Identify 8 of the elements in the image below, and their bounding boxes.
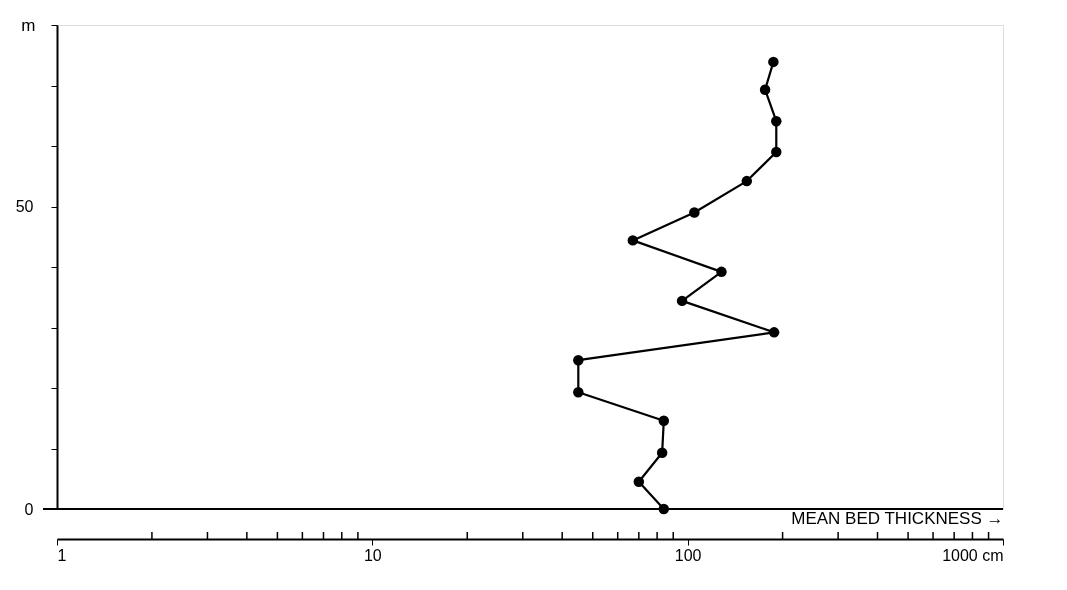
x-tick-label: 1000 cm	[942, 546, 1004, 564]
x-tick-label: 10	[363, 546, 382, 564]
x-tick-label: 1	[57, 546, 67, 564]
y-axis-title: m	[21, 15, 36, 35]
y-tick-label: 0	[24, 500, 34, 518]
x-tick-label: 100	[674, 546, 702, 564]
y-tick-label: 50	[15, 198, 34, 215]
x-axis-title: MEAN BED THICKNESS →	[791, 508, 1004, 528]
